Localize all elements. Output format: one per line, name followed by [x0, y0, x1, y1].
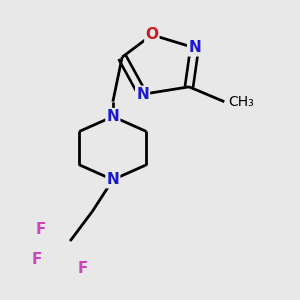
- Text: F: F: [35, 222, 46, 237]
- Text: N: N: [106, 109, 119, 124]
- Text: N: N: [188, 40, 201, 55]
- Text: CH₃: CH₃: [228, 95, 254, 109]
- Text: N: N: [136, 87, 149, 102]
- Text: N: N: [106, 172, 119, 187]
- Text: F: F: [78, 261, 88, 276]
- Text: F: F: [32, 252, 42, 267]
- Text: O: O: [146, 27, 158, 42]
